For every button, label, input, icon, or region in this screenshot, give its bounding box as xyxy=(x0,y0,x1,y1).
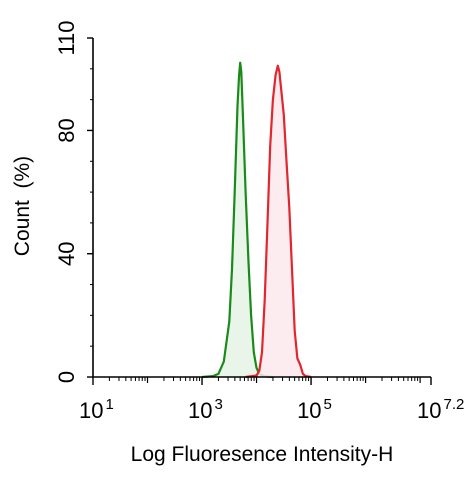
series-0-area xyxy=(202,62,273,377)
y-axis-title: Count (%) xyxy=(11,156,34,256)
x-tick-label: 10 1 xyxy=(79,396,114,423)
series-1-line xyxy=(245,64,312,379)
axis-labels: Log Fluoresence Intensity-H Count (%) xyxy=(11,156,393,466)
plot-area xyxy=(201,61,312,379)
series-1-area xyxy=(245,65,312,377)
x-tick-label: 10 5 xyxy=(297,396,332,423)
x-axis-title: Log Fluoresence Intensity-H xyxy=(131,443,394,466)
y-tick-label: 80 xyxy=(54,118,79,142)
y-tick-label: 0 xyxy=(54,371,79,383)
x-tick-label: 10 3 xyxy=(188,396,223,423)
y-tick-label: 110 xyxy=(54,20,79,55)
series-0-line xyxy=(201,61,273,379)
axes: 0 40 80 110 10 1 10 3 10 5 10 7.2 xyxy=(54,20,464,423)
y-tick-label: 40 xyxy=(54,241,79,265)
x-tick-label: 10 7.2 xyxy=(417,396,464,423)
